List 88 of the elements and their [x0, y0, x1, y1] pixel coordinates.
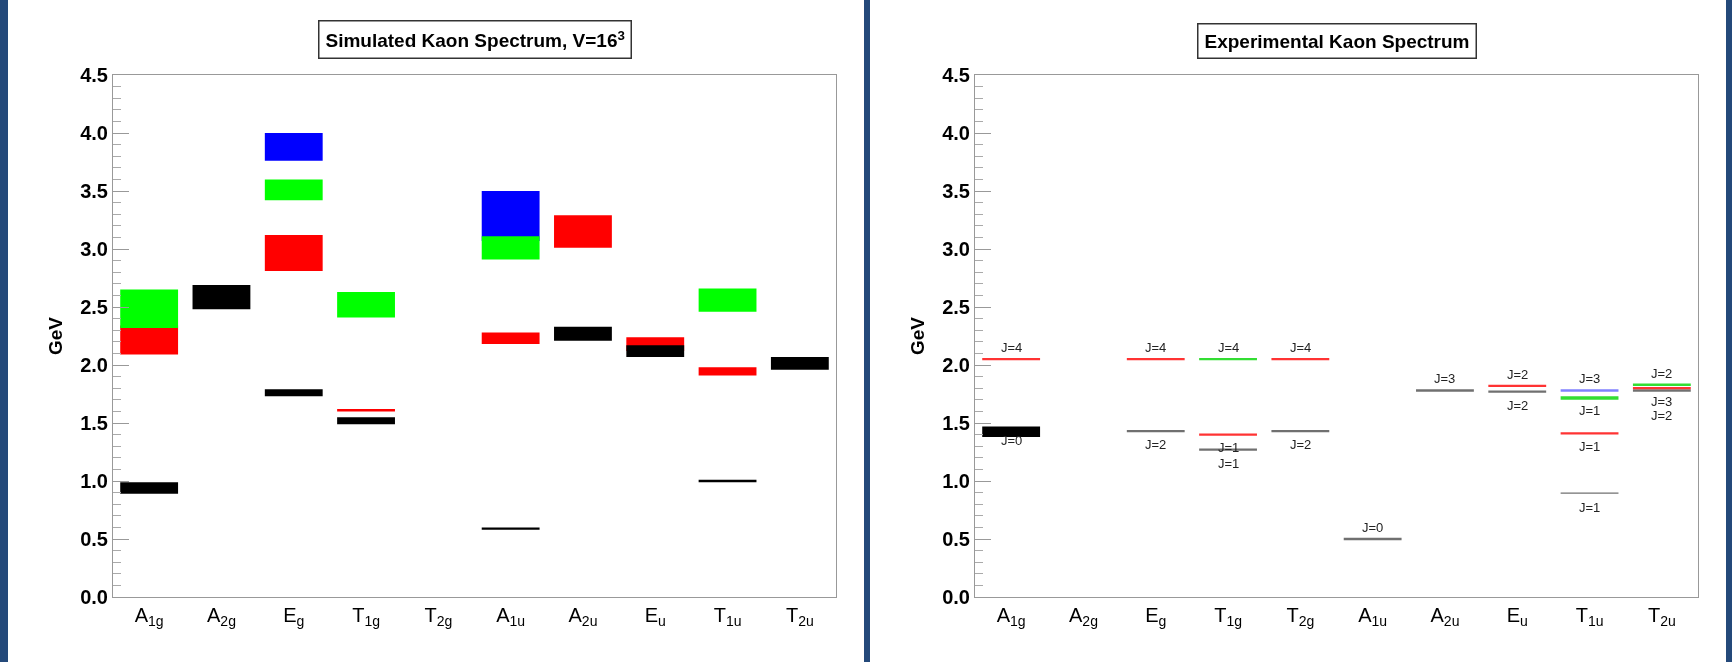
annotation: J=4	[1145, 340, 1167, 355]
x-tick-label: T$_{2u}$	[785, 604, 814, 630]
annotation: J=4	[1218, 340, 1240, 355]
y-tick-label: 0.5	[942, 528, 970, 550]
bar	[120, 325, 179, 355]
y-tick-label: 3.5	[942, 180, 970, 202]
chart-title: Simulated Kaon Spectrum, V=16$^{3}$	[325, 27, 625, 52]
y-tick-label: 1.5	[942, 412, 970, 434]
y-tick-label: 1.0	[80, 470, 108, 492]
annotation: J=2	[1507, 398, 1529, 413]
y-axis-title: GeV	[907, 316, 929, 356]
annotation: J=2	[1651, 366, 1673, 381]
y-tick-label: 4.0	[80, 122, 108, 144]
bar	[481, 527, 540, 530]
bar	[698, 367, 757, 376]
y-axis-title: GeV	[45, 316, 67, 356]
y-tick-label: 0.5	[80, 528, 108, 550]
y-tick-label: 3.0	[942, 238, 970, 260]
bar	[770, 356, 829, 370]
y-tick-label: 2.0	[942, 354, 970, 376]
bar	[982, 426, 1041, 437]
annotation: J=2	[1145, 437, 1167, 452]
x-tick-label: A$_{1u}$	[1358, 604, 1388, 630]
y-tick-label: 2.0	[80, 354, 108, 376]
bar	[698, 288, 757, 312]
x-tick-label: A$_{2u}$	[568, 604, 598, 630]
x-tick-label: A$_{2g}$	[206, 604, 236, 630]
x-tick-label: A$_{1g}$	[134, 604, 164, 630]
bar	[120, 289, 179, 328]
annotation: J=4	[1001, 340, 1023, 355]
annotation: J=2	[1651, 408, 1673, 423]
bar	[1560, 432, 1619, 435]
annotation: J=0	[1001, 433, 1023, 448]
bar	[264, 235, 323, 272]
x-tick-label: T$_{1u}$	[713, 604, 742, 630]
bar	[1416, 389, 1474, 392]
y-tick-label: 0.0	[942, 586, 970, 608]
x-tick-label: A$_{1g}$	[996, 604, 1026, 630]
y-tick-label: 2.5	[80, 296, 108, 318]
y-tick-label: 3.5	[80, 180, 108, 202]
bar	[1560, 389, 1619, 392]
annotation: J=1	[1579, 500, 1601, 515]
bar	[120, 482, 179, 494]
bar	[337, 291, 395, 318]
x-tick-label: T$_{1u}$	[1575, 604, 1604, 630]
x-tick-label: T$_{1g}$	[1214, 604, 1242, 630]
x-tick-label: E$_{u}$	[644, 604, 666, 630]
x-tick-label: T$_{2u}$	[1647, 604, 1676, 630]
y-tick-label: 1.5	[80, 412, 108, 434]
bar	[264, 133, 323, 161]
chart-title: Experimental Kaon Spectrum	[1204, 30, 1470, 52]
bar	[337, 417, 395, 425]
x-tick-label: A$_{2u}$	[1430, 604, 1460, 630]
annotation: J=3	[1434, 371, 1456, 386]
bar	[481, 332, 540, 345]
annotation: J=1	[1218, 456, 1240, 471]
x-tick-label: T$_{1g}$	[352, 604, 380, 630]
bar	[264, 389, 323, 397]
x-tick-label: A$_{2g}$	[1068, 604, 1098, 630]
bar	[1560, 396, 1619, 400]
x-tick-label: T$_{2g}$	[424, 604, 453, 630]
x-tick-label: E$_{g}$	[283, 604, 305, 630]
y-tick-label: 1.0	[942, 470, 970, 492]
annotation: J=2	[1290, 437, 1312, 452]
annotation: J=3	[1651, 394, 1673, 409]
annotation: J=0	[1362, 520, 1384, 535]
x-tick-label: A$_{1u}$	[496, 604, 526, 630]
bar	[1199, 433, 1257, 436]
y-tick-label: 0.0	[80, 586, 108, 608]
bar	[626, 345, 685, 357]
bar	[481, 236, 540, 260]
y-tick-label: 4.5	[80, 64, 108, 86]
annotation: J=2	[1507, 367, 1529, 382]
y-tick-label: 2.5	[942, 296, 970, 318]
y-tick-label: 4.5	[942, 64, 970, 86]
x-tick-label: E$_{g}$	[1145, 604, 1167, 630]
bar	[264, 179, 323, 201]
x-tick-label: T$_{2g}$	[1286, 604, 1315, 630]
annotation: J=4	[1290, 340, 1312, 355]
bar	[554, 326, 612, 341]
x-tick-label: E$_{u}$	[1506, 604, 1528, 630]
annotation: J=3	[1579, 371, 1601, 386]
bar	[192, 284, 251, 310]
y-tick-label: 4.0	[942, 122, 970, 144]
annotation: J=1	[1579, 439, 1601, 454]
bar	[554, 215, 612, 248]
y-tick-label: 3.0	[80, 238, 108, 260]
annotation: J=1	[1579, 403, 1601, 418]
